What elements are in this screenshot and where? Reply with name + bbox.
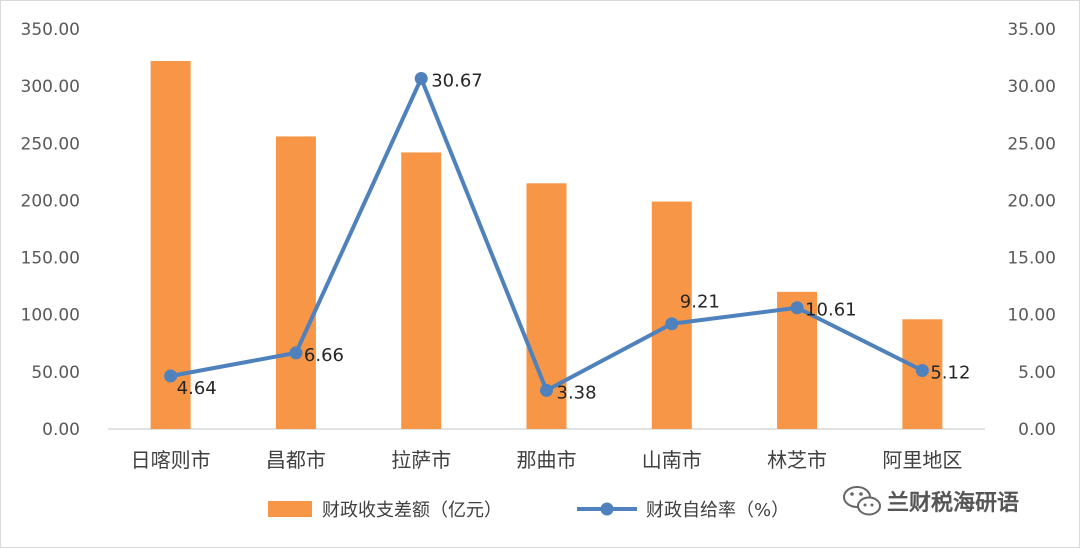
left-axis-tick-label: 250.00 — [21, 134, 80, 154]
category-label: 拉萨市 — [391, 448, 451, 472]
data-label: 6.66 — [304, 345, 344, 366]
right-axis-tick-label: 5.00 — [1018, 363, 1056, 383]
right-axis-tick-label: 10.00 — [1007, 306, 1056, 326]
data-label: 9.21 — [680, 292, 720, 313]
bar-series — [150, 61, 943, 429]
left-axis-tick-label: 0.00 — [42, 420, 80, 440]
right-axis-tick-label: 30.00 — [1007, 77, 1056, 97]
legend-line-label: 财政自给率（%） — [646, 500, 789, 521]
left-axis-tick-label: 50.00 — [31, 363, 80, 383]
line-point — [540, 383, 553, 397]
watermark-text: 兰财税海研语 — [887, 490, 1019, 516]
left-axis-ticks: 0.00 50.00 100.00 150.00 200.00 250.00 300.00 3… — [21, 20, 80, 440]
category-label: 林芝市 — [767, 448, 827, 472]
right-axis-tick-label: 25.00 — [1007, 134, 1056, 154]
left-axis-tick-label: 100.00 — [21, 306, 80, 326]
bar — [401, 152, 442, 429]
right-axis-tick-label: 15.00 — [1007, 249, 1056, 269]
legend-bar-label: 财政收支差额（亿元） — [322, 500, 502, 521]
left-axis-tick-label: 200.00 — [21, 191, 80, 211]
data-label: 10.61 — [805, 300, 857, 321]
right-axis-ticks: 0.00 5.00 10.00 15.00 20.00 25.00 30.00 35.00 — [1007, 20, 1056, 440]
bar — [150, 61, 191, 429]
data-label: 5.12 — [930, 362, 970, 383]
left-axis-tick-label: 300.00 — [21, 77, 80, 97]
left-axis-tick-label: 150.00 — [21, 249, 80, 269]
category-labels: 日喀则市 昌都市 拉萨市 那曲市 山南市 林芝市 阿里地区 — [131, 448, 963, 472]
line-point — [289, 346, 303, 360]
data-label: 3.38 — [557, 382, 597, 403]
legend-bar-swatch — [268, 501, 312, 517]
category-label: 日喀则市 — [131, 448, 211, 472]
right-axis-tick-label: 20.00 — [1007, 191, 1056, 211]
category-label: 昌都市 — [266, 448, 326, 472]
wechat-icon — [843, 486, 881, 516]
line-point — [915, 363, 929, 377]
data-label: 30.67 — [431, 70, 483, 91]
legend: 财政收支差额（亿元） 财政自给率（%） — [268, 500, 789, 521]
category-label: 山南市 — [642, 448, 702, 472]
line-series: 4.64 6.66 30.67 3.38 9.21 10.61 5.12 — [164, 70, 970, 403]
line-point — [164, 369, 178, 383]
line-point — [665, 317, 679, 331]
right-axis-tick-label: 0.00 — [1018, 420, 1056, 440]
category-label: 那曲市 — [517, 448, 577, 472]
bar — [275, 136, 316, 429]
category-label: 阿里地区 — [882, 448, 962, 472]
line-point — [414, 71, 428, 85]
legend-line-marker — [600, 502, 614, 516]
watermark: 兰财税海研语 — [843, 486, 1019, 516]
right-axis-tick-label: 35.00 — [1007, 20, 1056, 40]
bar — [651, 201, 692, 429]
line-point — [790, 301, 804, 315]
data-label: 4.64 — [177, 378, 217, 399]
left-axis-tick-label: 350.00 — [21, 20, 80, 40]
